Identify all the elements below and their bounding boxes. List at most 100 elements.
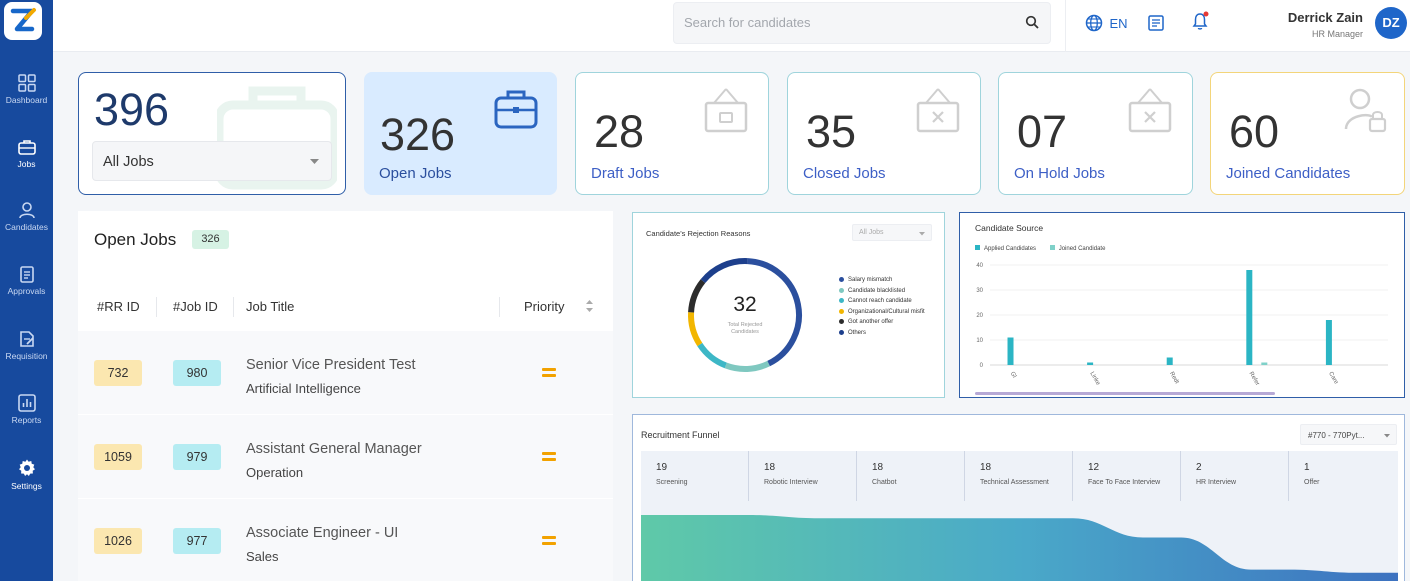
language-label: EN <box>1109 15 1128 31</box>
sidebar-item-dashboard[interactable]: Dashboard <box>0 74 53 105</box>
sidebar-item-label: Approvals <box>7 286 46 296</box>
legend-label: Others <box>848 329 867 336</box>
notes-button[interactable] <box>1147 14 1165 37</box>
funnel-stage-hr-interview[interactable]: 2 HR Interview <box>1181 451 1289 501</box>
legend-item: Organizational/Cultural misfit <box>839 308 925 315</box>
briefcase-icon <box>17 140 36 155</box>
app-logo[interactable] <box>4 2 42 40</box>
sidebar-item-approvals[interactable]: Approvals <box>0 265 53 296</box>
rejection-reasons-panel: Candidate's Rejection Reasons All Jobs 3… <box>632 212 945 398</box>
rejection-filter-select[interactable]: All Jobs <box>852 224 932 241</box>
all-jobs-count: 396 <box>94 84 170 135</box>
legend-dot <box>839 277 844 282</box>
bar-applied-care <box>1325 320 1332 365</box>
search-icon[interactable] <box>1025 15 1040 30</box>
funnel-stage-robotic-interview[interactable]: 18 Robotic Interview <box>749 451 857 501</box>
column-divider <box>499 297 500 317</box>
rejection-title: Candidate's Rejection Reasons <box>646 229 751 238</box>
on-hold-jobs-label: On Hold Jobs <box>1014 165 1105 182</box>
card-draft-jobs[interactable]: 28 Draft Jobs <box>575 72 769 195</box>
table-row[interactable]: 1059 979 Assistant General Manager Opera… <box>78 415 613 499</box>
job-title[interactable]: Associate Engineer - UI <box>246 525 399 541</box>
x-tick-label: Care <box>1327 371 1339 386</box>
stage-count: 18 <box>872 462 884 473</box>
chart-legend: Applied Candidates Joined Candidate <box>975 245 1105 252</box>
card-closed-jobs[interactable]: 35 Closed Jobs <box>787 72 981 195</box>
chart-title: Candidate Source <box>975 223 1044 233</box>
legend-label: Candidate blacklisted <box>848 287 906 294</box>
on-hold-sign-icon <box>1128 88 1172 133</box>
candidate-source-panel: Candidate Source Applied Candidates Join… <box>959 212 1405 398</box>
legend-dot <box>839 319 844 325</box>
legend-dot <box>839 308 844 314</box>
legend-label: Cannot reach candidate <box>848 298 912 305</box>
sidebar-item-requisition[interactable]: Requisition <box>0 330 53 361</box>
candidate-source-bar-chart: 0 10 20 30 40 Gl Linke Redt Refer Care <box>976 263 1388 387</box>
job-title[interactable]: Assistant General Manager <box>246 441 422 457</box>
gear-icon <box>18 459 35 476</box>
language-selector[interactable]: EN <box>1085 14 1128 32</box>
rejection-total: 32 <box>733 293 757 316</box>
sidebar-item-settings[interactable]: Settings <box>0 458 53 491</box>
job-id-badge: 980 <box>173 360 221 386</box>
funnel-stage-offer[interactable]: 1 Offer <box>1289 451 1398 501</box>
card-joined-candidates[interactable]: 60 Joined Candidates <box>1210 72 1405 195</box>
sidebar-item-candidates[interactable]: Candidates <box>0 201 53 232</box>
jobs-filter-select[interactable]: All Jobs <box>92 141 332 181</box>
bell-icon <box>1192 11 1209 30</box>
table-row[interactable]: 1026 977 Associate Engineer - UI Sales <box>78 499 613 581</box>
funnel-filter-select[interactable]: #770 - 770Pyt... <box>1300 424 1397 445</box>
stage-name: Face To Face Interview <box>1088 479 1161 486</box>
legend-dot <box>839 287 844 293</box>
chart-scrollbar[interactable] <box>975 392 1275 395</box>
rejection-filter-value: All Jobs <box>859 229 884 236</box>
funnel-chart: 19 Screening 18 Robotic Interview 18 Chatbo… <box>641 451 1398 581</box>
user-role: HR Manager <box>1311 29 1363 39</box>
table-row[interactable]: 732 980 Senior Vice President Test Artif… <box>78 331 613 415</box>
job-id-badge: 979 <box>173 444 221 470</box>
column-rr-id[interactable]: #RR ID <box>97 299 140 314</box>
user-name[interactable]: Derrick Zain <box>1287 10 1363 25</box>
rejection-legend: Salary mismatch Candidate blacklisted Ca… <box>839 277 925 340</box>
sidebar-item-label: Candidates <box>4 222 48 232</box>
card-open-jobs[interactable]: 326 Open Jobs <box>364 72 557 195</box>
funnel-stage-technical-assessment[interactable]: 18 Technical Assessment <box>965 451 1073 501</box>
funnel-stage-chatbot[interactable]: 18 Chatbot <box>857 451 965 501</box>
sidebar-item-label: Jobs <box>17 159 36 169</box>
legend-label: Joined Candidate <box>1058 246 1106 252</box>
rr-id-badge: 1059 <box>94 444 142 470</box>
stage-count: 2 <box>1196 462 1202 473</box>
y-tick-label: 0 <box>980 363 984 369</box>
column-job-title[interactable]: Job Title <box>246 299 295 314</box>
column-job-id[interactable]: #Job ID <box>173 299 218 314</box>
y-tick-label: 20 <box>976 313 983 319</box>
globe-icon <box>1085 14 1103 32</box>
job-department: Sales <box>246 549 279 564</box>
column-priority[interactable]: Priority <box>524 299 565 314</box>
legend-item: Candidate blacklisted <box>839 287 925 294</box>
sort-icon[interactable] <box>585 299 594 313</box>
open-jobs-count: 326 <box>380 109 456 160</box>
logo-icon <box>10 8 36 32</box>
legend-item: Others <box>839 329 925 336</box>
funnel-stage-face-to-face-interview[interactable]: 12 Face To Face Interview <box>1073 451 1181 501</box>
funnel-stage-screening[interactable]: 19 Screening <box>641 451 749 501</box>
job-title[interactable]: Senior Vice President Test <box>246 357 416 373</box>
closed-jobs-count: 35 <box>806 106 857 157</box>
jobs-filter-value: All Jobs <box>103 154 154 170</box>
sidebar-item-reports[interactable]: Reports <box>0 394 53 425</box>
rr-id-badge: 732 <box>94 360 142 386</box>
rejection-total-label: Total Rejected Candidates <box>727 322 763 335</box>
rr-id-badge: 1026 <box>94 528 142 554</box>
dashboard-icon <box>17 74 36 92</box>
priority-medium-icon <box>542 535 556 546</box>
search-input[interactable] <box>684 15 1004 30</box>
notifications-button[interactable] <box>1191 11 1211 37</box>
donut-segment-another-offer <box>688 279 706 313</box>
legend-label: Got another offer <box>848 319 894 326</box>
document-icon <box>1148 15 1164 31</box>
avatar[interactable]: DZ <box>1375 7 1407 39</box>
card-on-hold-jobs[interactable]: 07 On Hold Jobs <box>998 72 1193 195</box>
legend-item: Cannot reach candidate <box>839 298 925 304</box>
sidebar-item-jobs[interactable]: Jobs <box>0 138 53 169</box>
